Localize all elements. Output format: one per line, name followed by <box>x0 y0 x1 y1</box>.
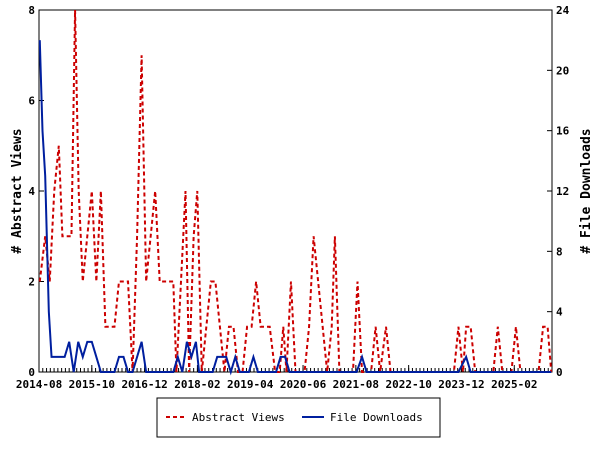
x-tick-label: 2021-08 <box>333 378 379 391</box>
right-y-tick-label: 20 <box>556 64 569 77</box>
x-tick-label: 2016-12 <box>121 378 167 391</box>
series-layer <box>38 9 553 376</box>
left-y-tick-label: 6 <box>28 95 35 108</box>
legend-label-file-downloads: File Downloads <box>330 411 423 424</box>
right-y-tick-label: 16 <box>556 125 570 138</box>
x-tick-label: 2015-10 <box>69 378 115 391</box>
left-y-tick-label: 4 <box>28 185 35 198</box>
series-line-file-downloads <box>38 40 552 376</box>
right-y-axis: 0 4 8 12 16 20 24 <box>547 4 570 379</box>
right-y-tick-label: 8 <box>556 245 563 258</box>
right-axis-title: # File Downloads <box>579 128 594 253</box>
legend: Abstract Views File Downloads <box>156 397 441 438</box>
series-line-abstract-views <box>38 9 553 373</box>
x-tick-label: 2014-08 <box>16 378 62 391</box>
x-tick-label: 2019-04 <box>227 378 274 391</box>
x-tick-label: 2022-10 <box>385 378 431 391</box>
legend-label-abstract-views: Abstract Views <box>192 411 285 424</box>
left-y-tick-label: 0 <box>28 366 35 379</box>
left-axis-title: # Abstract Views <box>10 128 25 253</box>
legend-box <box>156 397 441 438</box>
right-y-tick-label: 4 <box>556 306 563 319</box>
x-tick-label: 2023-12 <box>438 378 484 391</box>
x-tick-label: 2018-02 <box>174 378 220 391</box>
x-tick-label: 2025-02 <box>491 378 537 391</box>
x-tick-label: 2020-06 <box>280 378 327 391</box>
right-y-tick-label: 12 <box>556 185 569 198</box>
x-axis: 2014-08 2015-10 2016-12 2018-02 2019-04 2020-… <box>16 365 537 391</box>
right-y-tick-label: 24 <box>556 4 570 17</box>
left-y-tick-label: 2 <box>28 276 35 289</box>
plot-area <box>38 9 553 373</box>
right-y-tick-label: 0 <box>556 366 563 379</box>
left-y-tick-label: 8 <box>28 4 35 17</box>
